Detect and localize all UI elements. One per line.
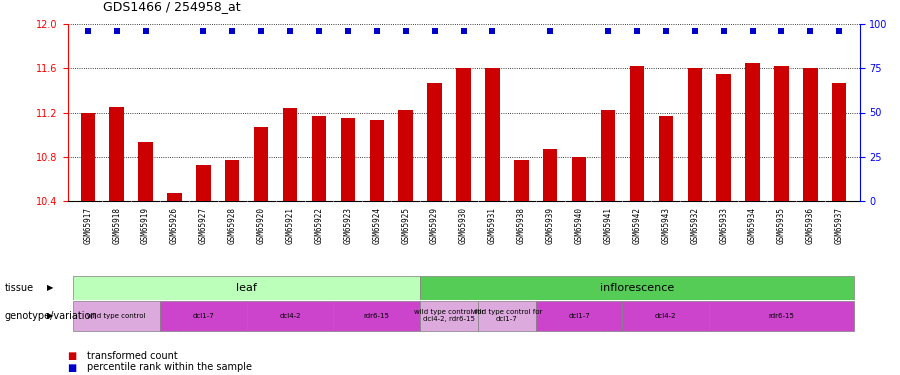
Text: genotype/variation: genotype/variation [4,311,97,321]
Bar [139,142,153,201]
Bar [536,301,623,331]
Bar [160,301,247,331]
Bar [774,66,788,201]
Text: transformed count: transformed count [87,351,178,361]
Bar [745,63,760,201]
Bar [630,66,644,201]
Bar [80,112,95,201]
Text: dcl4-2: dcl4-2 [279,313,301,319]
Bar [601,110,616,201]
Bar [709,301,854,331]
Bar [688,69,702,201]
Text: rdr6-15: rdr6-15 [769,313,795,319]
Text: dcl1-7: dcl1-7 [568,313,590,319]
Text: inflorescence: inflorescence [599,283,674,293]
Bar [333,301,420,331]
Bar [659,116,673,201]
Bar [254,127,268,201]
Bar [832,83,847,201]
Bar [196,165,211,201]
Text: tissue: tissue [4,283,33,293]
Bar [399,110,413,201]
Bar [514,160,528,201]
Bar [428,83,442,201]
Bar [420,276,854,300]
Bar [311,116,326,201]
Bar [247,301,333,331]
Bar [420,301,478,331]
Bar [167,193,182,201]
Text: wild type control: wild type control [87,313,146,319]
Text: ▶: ▶ [47,284,53,292]
Text: ■: ■ [68,351,76,361]
Text: dcl1-7: dcl1-7 [193,313,214,319]
Text: percentile rank within the sample: percentile rank within the sample [87,363,252,372]
Bar [623,301,709,331]
Text: ▶: ▶ [47,311,53,320]
Text: leaf: leaf [237,283,257,293]
Bar [283,108,297,201]
Bar [572,156,586,201]
Text: rdr6-15: rdr6-15 [364,313,390,319]
Bar [110,107,124,201]
Bar [370,120,384,201]
Bar [803,69,817,201]
Bar [73,301,160,331]
Text: ■: ■ [68,363,76,372]
Bar [341,118,356,201]
Bar [716,74,731,201]
Text: dcl4-2: dcl4-2 [655,313,677,319]
Bar [73,276,420,300]
Bar [456,69,471,201]
Text: wild type control for
dcl4-2, rdr6-15: wild type control for dcl4-2, rdr6-15 [414,309,484,322]
Bar [485,69,500,201]
Bar [225,160,239,201]
Bar [543,149,557,201]
Text: GDS1466 / 254958_at: GDS1466 / 254958_at [104,0,241,13]
Text: wild type control for
dcl1-7: wild type control for dcl1-7 [472,309,542,322]
Bar [478,301,536,331]
